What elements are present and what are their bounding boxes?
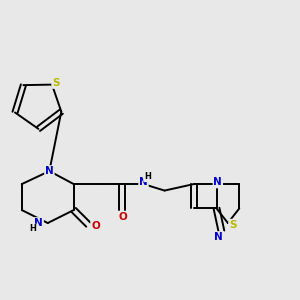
Text: S: S bbox=[229, 220, 236, 230]
Text: H: H bbox=[29, 224, 36, 233]
Text: N: N bbox=[214, 232, 223, 242]
Text: O: O bbox=[118, 212, 127, 222]
Text: S: S bbox=[52, 78, 60, 88]
Text: O: O bbox=[91, 221, 100, 231]
Text: N: N bbox=[214, 178, 222, 188]
Text: N: N bbox=[45, 166, 54, 176]
Text: N: N bbox=[34, 218, 43, 228]
Text: N: N bbox=[139, 178, 148, 188]
Text: H: H bbox=[144, 172, 151, 182]
